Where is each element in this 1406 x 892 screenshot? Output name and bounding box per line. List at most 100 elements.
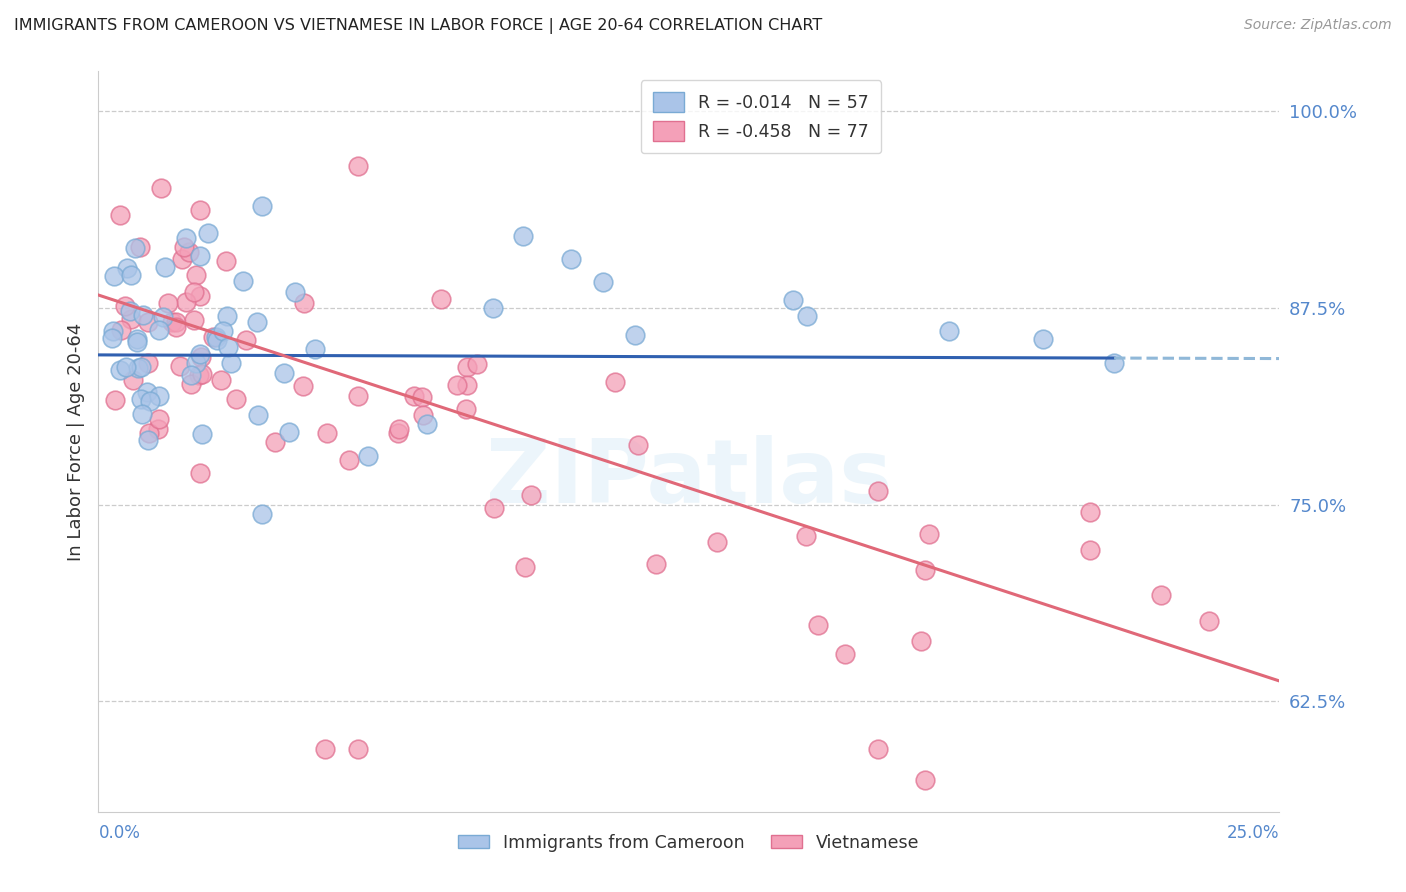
Point: [246, 408, 269, 422]
Point: [217, 340, 239, 354]
Point: [188, 289, 211, 303]
Point: [834, 647, 856, 661]
Point: [190, 466, 212, 480]
Point: [938, 324, 960, 338]
Point: [136, 356, 159, 370]
Point: [138, 434, 160, 448]
Point: [250, 198, 273, 212]
Point: [121, 373, 143, 387]
Point: [347, 389, 370, 403]
Point: [515, 560, 537, 574]
Point: [250, 507, 273, 521]
Point: [782, 293, 804, 307]
Point: [796, 309, 818, 323]
Point: [148, 389, 170, 403]
Point: [120, 268, 142, 282]
Point: [138, 425, 160, 440]
Text: ZIPatlas: ZIPatlas: [486, 435, 891, 522]
Point: [404, 389, 426, 403]
Point: [603, 375, 626, 389]
Point: [914, 773, 936, 788]
Point: [1080, 542, 1102, 557]
Point: [484, 500, 506, 515]
Point: [110, 323, 132, 337]
Point: [170, 252, 193, 267]
Point: [482, 301, 505, 315]
Point: [314, 741, 336, 756]
Point: [278, 425, 301, 439]
Point: [202, 330, 225, 344]
Point: [129, 359, 152, 374]
Point: [292, 296, 315, 310]
Point: [117, 261, 139, 276]
Point: [108, 363, 131, 377]
Point: [127, 361, 149, 376]
Point: [103, 269, 125, 284]
Point: [412, 408, 434, 422]
Point: [273, 366, 295, 380]
Point: [315, 425, 337, 440]
Point: [387, 426, 409, 441]
Point: [125, 334, 148, 349]
Point: [148, 412, 170, 426]
Point: [623, 327, 645, 342]
Point: [627, 438, 650, 452]
Point: [456, 360, 478, 375]
Point: [246, 315, 269, 329]
Point: [592, 275, 614, 289]
Point: [284, 285, 307, 300]
Point: [150, 181, 173, 195]
Point: [190, 368, 212, 382]
Point: [347, 741, 370, 756]
Point: [807, 618, 830, 632]
Point: [866, 741, 889, 756]
Point: [114, 299, 136, 313]
Point: [165, 320, 187, 334]
Point: [152, 310, 174, 324]
Text: IMMIGRANTS FROM CAMEROON VS VIETNAMESE IN LABOR FORCE | AGE 20-64 CORRELATION CH: IMMIGRANTS FROM CAMEROON VS VIETNAMESE I…: [14, 18, 823, 34]
Point: [183, 285, 205, 299]
Point: [101, 324, 124, 338]
Point: [339, 452, 361, 467]
Point: [512, 229, 534, 244]
Point: [918, 527, 941, 541]
Point: [120, 312, 142, 326]
Point: [129, 392, 152, 406]
Point: [411, 390, 433, 404]
Point: [180, 376, 202, 391]
Point: [139, 394, 162, 409]
Legend: Immigrants from Cameroon, Vietnamese: Immigrants from Cameroon, Vietnamese: [451, 827, 927, 859]
Point: [456, 401, 478, 416]
Point: [1198, 614, 1220, 628]
Point: [190, 350, 212, 364]
Point: [235, 334, 257, 348]
Point: [212, 324, 235, 338]
Point: [1102, 356, 1125, 370]
Point: [910, 634, 932, 648]
Point: [155, 260, 177, 274]
Point: [1080, 505, 1102, 519]
Point: [184, 268, 207, 283]
Point: [115, 359, 138, 374]
Point: [110, 208, 132, 222]
Point: [132, 309, 155, 323]
Point: [177, 245, 200, 260]
Text: 25.0%: 25.0%: [1227, 824, 1279, 842]
Point: [215, 309, 238, 323]
Point: [706, 535, 728, 549]
Point: [456, 377, 478, 392]
Point: [645, 557, 668, 571]
Point: [304, 342, 326, 356]
Point: [560, 252, 582, 266]
Point: [118, 304, 141, 318]
Point: [446, 377, 468, 392]
Point: [388, 422, 411, 436]
Point: [165, 316, 187, 330]
Point: [866, 483, 889, 498]
Point: [188, 368, 211, 382]
Point: [136, 384, 159, 399]
Point: [794, 529, 817, 543]
Point: [188, 347, 211, 361]
Point: [263, 434, 285, 449]
Point: [129, 239, 152, 253]
